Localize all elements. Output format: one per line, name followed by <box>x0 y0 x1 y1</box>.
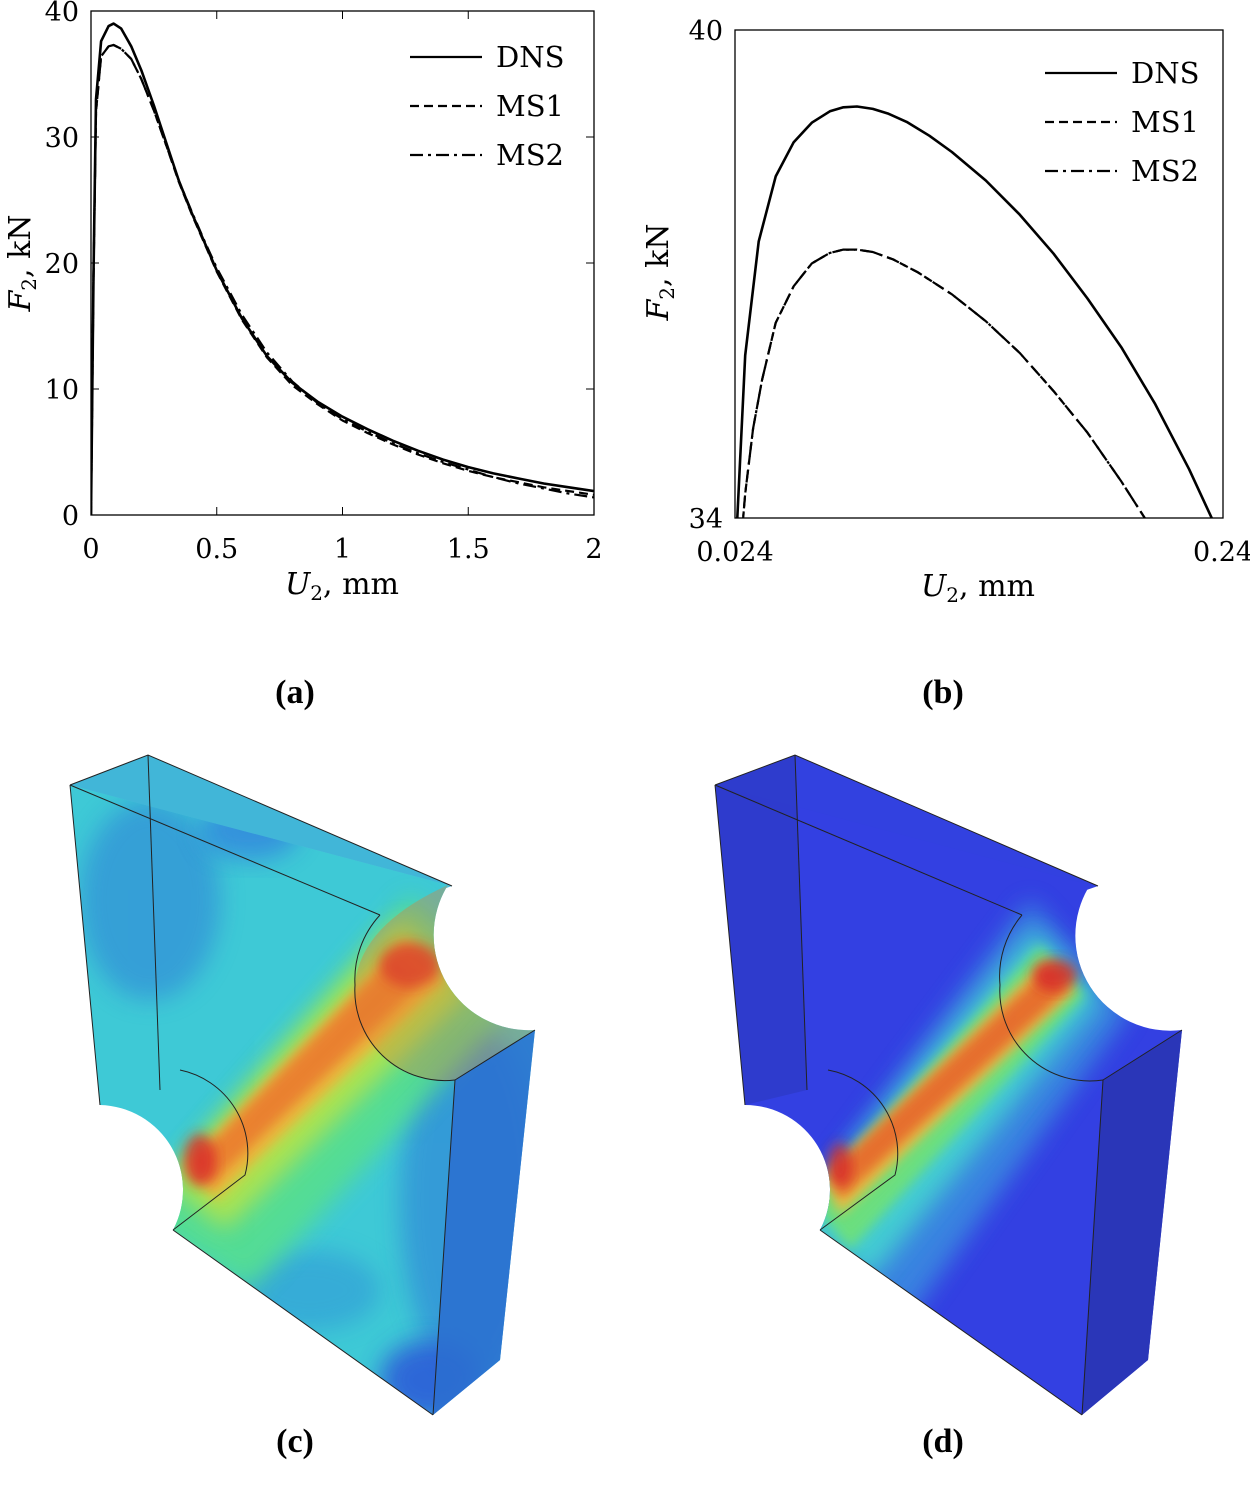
block-d-side-face <box>1082 1030 1182 1415</box>
y-tick-label: 0 <box>62 501 79 532</box>
panel-label-d: (d) <box>922 1423 964 1460</box>
series-line-dns <box>91 22 594 515</box>
legend-label-ms2: MS2 <box>1131 154 1199 188</box>
y-tick-label: 34 <box>689 504 723 535</box>
series-line-ms1 <box>742 248 1147 518</box>
y-tick-label: 20 <box>45 249 79 280</box>
chart-b-series <box>736 105 1214 518</box>
x-tick-label: 0.5 <box>195 534 238 565</box>
series-line-dns <box>736 105 1214 518</box>
chart-a-series <box>91 22 594 515</box>
block-d-left-face <box>715 755 807 1105</box>
y-tick-label: 10 <box>45 375 79 406</box>
block-c-side-face <box>433 1030 535 1415</box>
chart-a-xlabel: U2, mm <box>285 567 399 605</box>
y-tick-label: 40 <box>689 16 723 47</box>
x-tick-label: 0.24 <box>1193 537 1250 568</box>
chart-b-xlabel: U2, mm <box>921 569 1035 607</box>
panel-label-c: (c) <box>276 1423 314 1460</box>
legend-label-ms1: MS1 <box>1131 105 1199 139</box>
block-c-hole-upper <box>354 885 535 1081</box>
chart-b-ylabel: F2, kN <box>641 223 679 321</box>
contour-plot-d: (d) <box>714 754 1183 1460</box>
chart-b-legend: DNS MS1 MS2 <box>1045 56 1200 188</box>
series-line-ms2 <box>91 43 594 515</box>
chart-b-ticks <box>734 29 1224 519</box>
legend-label-dns: DNS <box>1131 56 1200 90</box>
chart-a-frame <box>90 10 595 516</box>
chart-b: 0.024 0.24 34 40 DNS MS1 MS2 U2, mm F2, kN (b… <box>641 16 1250 711</box>
legend-label-dns: DNS <box>496 40 565 74</box>
chart-b-tick-labels: 0.024 0.24 34 40 <box>689 16 1250 568</box>
panel-label-b: (b) <box>922 674 964 711</box>
x-tick-label: 0 <box>82 534 99 565</box>
x-tick-label: 2 <box>585 534 602 565</box>
x-tick-label: 0.024 <box>696 537 773 568</box>
y-tick-label: 30 <box>45 123 79 154</box>
chart-a-legend: DNS MS1 MS2 <box>410 40 565 172</box>
x-tick-label: 1 <box>334 534 351 565</box>
legend-label-ms1: MS1 <box>496 89 564 123</box>
chart-b-frame <box>734 29 1224 519</box>
panel-label-a: (a) <box>275 674 315 711</box>
chart-a-ylabel: F2, kN <box>3 214 41 312</box>
y-tick-label: 40 <box>45 0 79 28</box>
x-tick-label: 1.5 <box>447 534 490 565</box>
block-d-contour <box>760 900 1130 1330</box>
legend-label-ms2: MS2 <box>496 138 564 172</box>
block-d-edges <box>714 754 1183 1416</box>
chart-a-ticks <box>90 10 595 516</box>
contour-plot-c: (c) <box>69 754 536 1460</box>
block-c-edges <box>69 754 536 1416</box>
